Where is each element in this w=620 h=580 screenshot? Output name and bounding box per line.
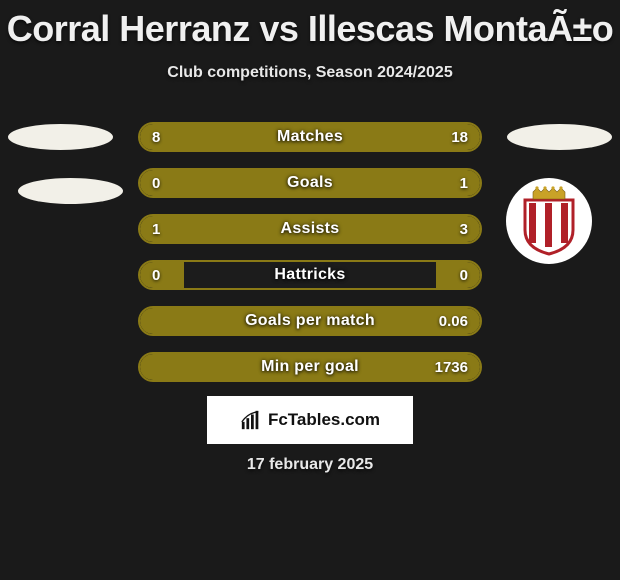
date-label: 17 february 2025 (0, 456, 620, 474)
stat-row: 01Goals (138, 168, 482, 198)
site-label: FcTables.com (268, 410, 380, 430)
site-attribution-badge: FcTables.com (207, 396, 413, 444)
player-right-avatar-placeholder (507, 124, 612, 150)
bars-chart-icon (240, 409, 262, 431)
club-crest-icon (519, 186, 579, 256)
club-logo (506, 178, 592, 264)
player-left-avatar-placeholder-2 (18, 178, 123, 204)
stats-panel: 818Matches 01Goals 13Assists 00Hattricks 0.0… (138, 122, 482, 398)
stat-row: 1736Min per goal (138, 352, 482, 382)
page-title: Corral Herranz vs Illescas MontaÃ±o (0, 0, 620, 50)
page-subtitle: Club competitions, Season 2024/2025 (0, 64, 620, 82)
stat-label: Assists (140, 216, 480, 242)
stat-row: 818Matches (138, 122, 482, 152)
stat-row: 00Hattricks (138, 260, 482, 290)
stat-label: Goals per match (140, 308, 480, 334)
stat-row: 0.06Goals per match (138, 306, 482, 336)
stat-label: Hattricks (140, 262, 480, 288)
stat-row: 13Assists (138, 214, 482, 244)
stat-label: Min per goal (140, 354, 480, 380)
player-left-avatar-placeholder-1 (8, 124, 113, 150)
stat-label: Goals (140, 170, 480, 196)
stat-label: Matches (140, 124, 480, 150)
